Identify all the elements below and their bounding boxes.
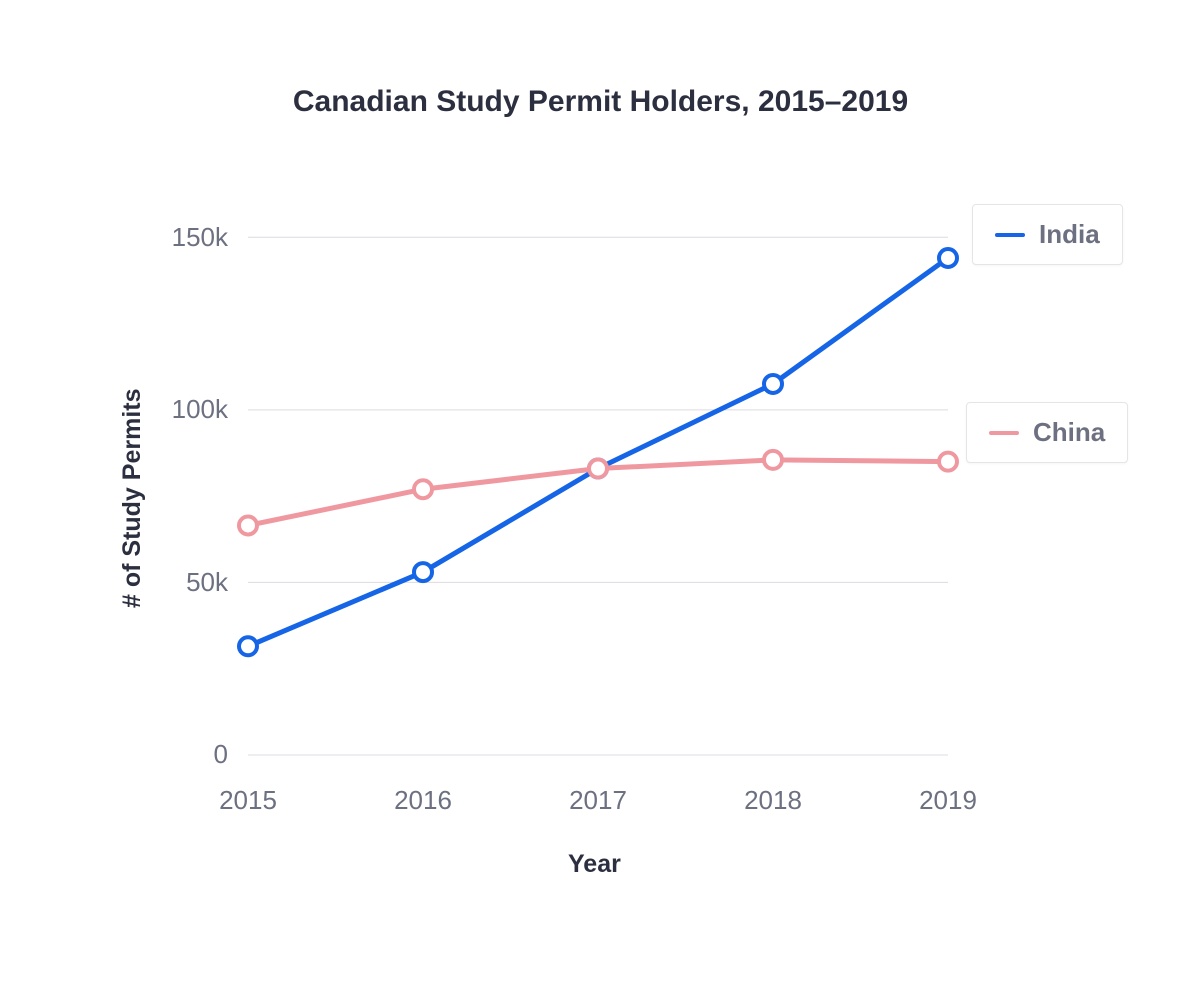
y-tick-label: 100k xyxy=(172,394,228,425)
x-axis-label: Year xyxy=(568,850,621,879)
x-tick-label: 2015 xyxy=(213,785,283,816)
y-tick-label: 150k xyxy=(172,222,228,253)
y-tick-label: 50k xyxy=(186,567,228,598)
y-tick-label: 0 xyxy=(214,739,228,770)
x-tick-label: 2018 xyxy=(738,785,808,816)
x-tick-label: 2016 xyxy=(388,785,458,816)
chart-container: Canadian Study Permit Holders, 2015–2019… xyxy=(0,0,1201,986)
legend-item: China xyxy=(966,402,1128,463)
legend-swatch xyxy=(995,233,1025,237)
legend-item: India xyxy=(972,204,1123,265)
y-axis-label: # of Study Permits xyxy=(118,388,147,608)
legend-swatch xyxy=(989,431,1019,435)
x-tick-label: 2019 xyxy=(913,785,983,816)
legend-label: India xyxy=(1039,219,1100,250)
x-tick-label: 2017 xyxy=(563,785,633,816)
chart-plot-area xyxy=(0,0,1201,986)
legend-label: China xyxy=(1033,417,1105,448)
